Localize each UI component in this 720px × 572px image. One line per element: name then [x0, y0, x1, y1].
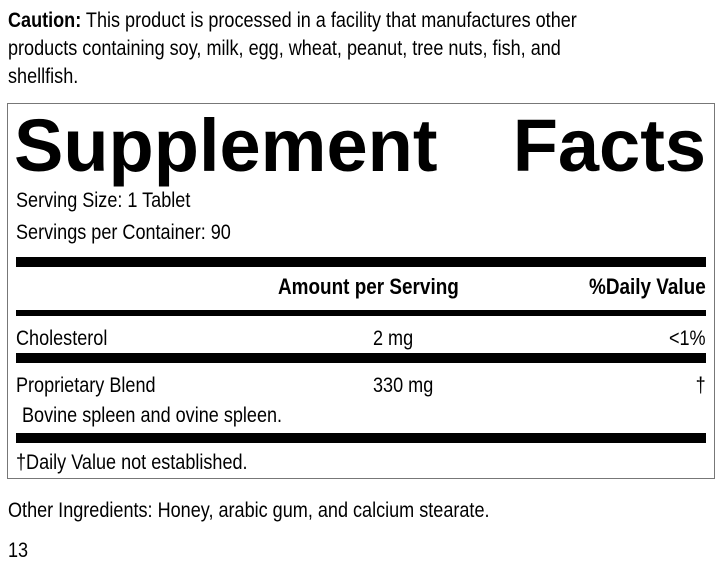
- other-ingredients: Other Ingredients: Honey, arabic gum, an…: [8, 499, 490, 522]
- facts-title-right: Facts: [512, 104, 706, 187]
- nutrient-dv: <1%: [669, 327, 706, 350]
- caution-label: Caution:: [8, 9, 82, 32]
- page-number: 13: [8, 539, 29, 562]
- supplement-facts-panel: [7, 103, 715, 479]
- nutrient-name: Proprietary Blend: [16, 374, 156, 397]
- divider-thick: [16, 353, 706, 363]
- header-amount: Amount per Serving: [278, 274, 459, 299]
- nutrient-amount: 2 mg: [373, 327, 414, 350]
- servings-per-container: Servings per Container: 90: [16, 221, 231, 244]
- caution-line: This product is processed in a facility …: [81, 9, 577, 32]
- footnote: †Daily Value not established.: [16, 451, 248, 474]
- facts-title-left: Supplement: [14, 104, 438, 187]
- caution-line: products containing soy, milk, egg, whea…: [8, 37, 561, 60]
- nutrient-dv: †: [695, 374, 706, 397]
- nutrient-name: Cholesterol: [16, 327, 108, 350]
- serving-size: Serving Size: 1 Tablet: [16, 189, 191, 212]
- caution-line: shellfish.: [8, 65, 79, 88]
- divider-thick: [16, 433, 706, 443]
- divider-medium: [16, 310, 706, 316]
- nutrient-sub: Bovine spleen and ovine spleen.: [22, 404, 283, 427]
- header-daily-value: %Daily Value: [589, 274, 706, 299]
- divider-thick: [16, 257, 706, 267]
- nutrient-amount: 330 mg: [373, 374, 434, 397]
